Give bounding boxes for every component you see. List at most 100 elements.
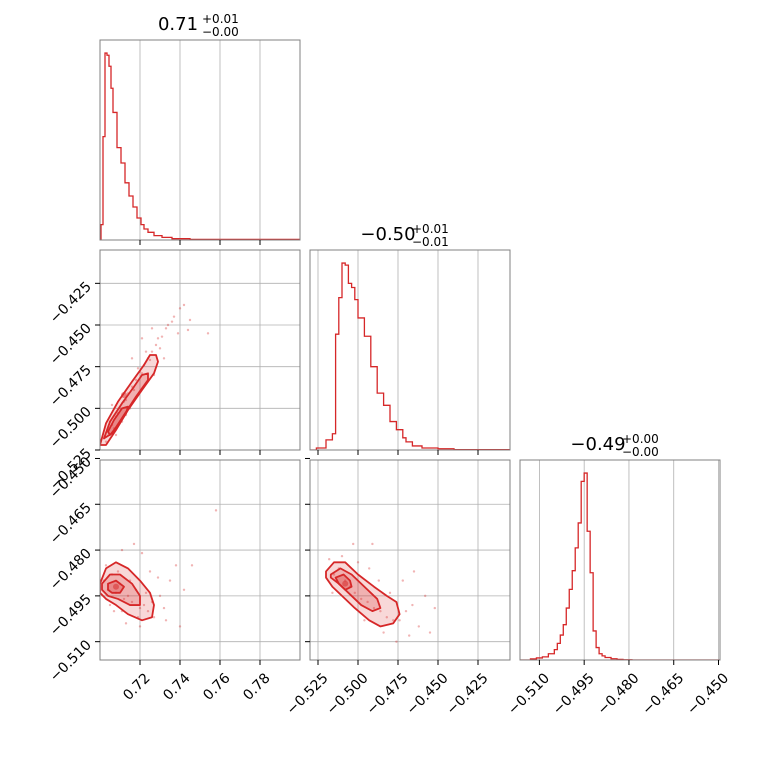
scatter-point xyxy=(126,594,130,598)
scatter-point xyxy=(356,561,360,564)
scatter-point xyxy=(172,315,176,318)
scatter-point xyxy=(366,600,369,604)
scatter-point xyxy=(166,323,170,327)
scatter-point xyxy=(146,609,150,613)
scatter-point xyxy=(214,509,218,512)
y-tick-label: −0.425 xyxy=(47,279,95,327)
y-tick-label: −0.475 xyxy=(47,362,95,410)
hist-2-histogram-line xyxy=(520,472,720,660)
x-tick-label: −0.510 xyxy=(505,670,553,718)
y-tick-label: −0.450 xyxy=(47,321,95,369)
scatter-point xyxy=(411,603,414,607)
y-tick-label: −0.500 xyxy=(47,404,95,452)
x-tick-label: −0.450 xyxy=(404,670,452,718)
hist-0-title-minus: −0.00 xyxy=(202,25,239,39)
scatter-point xyxy=(122,597,126,601)
y-tick-label: −0.465 xyxy=(47,500,95,548)
x-tick-label: 0.78 xyxy=(240,670,273,703)
scatter-point xyxy=(371,542,374,546)
scatter-point xyxy=(120,548,124,552)
hist-2-title-value: −0.49 xyxy=(570,434,625,455)
hist-1-title-minus: −0.01 xyxy=(412,235,449,249)
y-tick-label: −0.495 xyxy=(47,591,95,639)
scatter-point xyxy=(178,307,182,310)
hist-0-title-value: 0.71 xyxy=(158,14,198,35)
x-tick-label: −0.465 xyxy=(639,670,687,718)
scatter-point xyxy=(340,554,344,558)
hist-0-frame xyxy=(99,39,301,241)
scatter-point xyxy=(408,634,411,637)
contour-level-3 xyxy=(107,405,129,436)
scatter-point xyxy=(162,606,166,610)
scatter-point xyxy=(424,594,427,598)
contour-level-1 xyxy=(100,561,155,622)
scatter-point xyxy=(164,619,168,622)
scatter-point xyxy=(388,591,392,595)
density-peak xyxy=(113,583,119,590)
x-tick-label: −0.450 xyxy=(684,670,732,718)
hist-1-title-plus: +0.01 xyxy=(412,222,449,236)
x-tick-label: −0.495 xyxy=(550,670,598,718)
scatter-point xyxy=(158,347,162,350)
scatter-point xyxy=(108,603,112,607)
scatter-point xyxy=(134,378,138,382)
hist-2-frame xyxy=(519,459,721,661)
contour-level-3 xyxy=(107,579,125,594)
scatter-point xyxy=(140,337,144,340)
scatter-point xyxy=(154,343,158,347)
scatter-point xyxy=(132,388,136,392)
scatter-point xyxy=(379,609,382,613)
scatter-point xyxy=(164,327,168,330)
scatter-point xyxy=(138,606,142,610)
scatter-point xyxy=(331,591,334,595)
scatter-2-0-panel: 0.72 0.74 0.76 0.78−0.450−0.465−0.480−0.495… xyxy=(47,454,301,704)
scatter-point xyxy=(124,622,128,625)
scatter-point xyxy=(104,564,108,567)
y-tick-label: −0.510 xyxy=(47,637,95,685)
scatter-point xyxy=(150,327,154,330)
scatter-point xyxy=(144,591,148,595)
contour-level-1 xyxy=(325,561,401,628)
scatter-point xyxy=(114,433,118,437)
scatter-point xyxy=(392,619,395,622)
scatter-point xyxy=(170,320,174,323)
scatter-2-0-plot-area xyxy=(100,460,300,660)
x-tick-label: 0.74 xyxy=(160,670,193,703)
scatter-point xyxy=(206,332,210,335)
scatter-point xyxy=(144,350,148,353)
x-tick-label: −0.480 xyxy=(595,670,643,718)
scatter-point xyxy=(417,625,420,628)
scatter-point xyxy=(132,542,136,546)
scatter-point xyxy=(352,542,355,546)
scatter-point xyxy=(112,609,116,613)
scatter-point xyxy=(395,640,398,643)
scatter-point xyxy=(110,403,114,407)
scatter-point xyxy=(360,597,363,601)
scatter-point xyxy=(142,603,146,607)
scatter-2-1-plot-area xyxy=(310,460,510,660)
hist-1-title-value: −0.50 xyxy=(360,224,415,245)
scatter-point xyxy=(363,619,366,622)
scatter-point xyxy=(148,570,152,573)
hist-2-title-minus: −0.00 xyxy=(622,445,659,459)
scatter-point xyxy=(182,588,186,591)
scatter-point xyxy=(156,337,160,340)
scatter-point xyxy=(174,564,178,567)
scatter-point xyxy=(433,606,436,610)
scatter-point xyxy=(130,357,134,360)
hist-0-title-plus: +0.01 xyxy=(202,12,239,26)
hist-0-panel: 0.71 +0.01−0.00 xyxy=(99,12,301,245)
hist-1-plot-area xyxy=(310,250,510,450)
scatter-point xyxy=(398,619,401,622)
scatter-point xyxy=(182,303,186,307)
scatter-point xyxy=(160,335,164,338)
x-tick-label: −0.525 xyxy=(284,670,332,718)
scatter-point xyxy=(140,551,144,555)
scatter-point xyxy=(377,579,380,582)
scatter-point xyxy=(152,616,156,619)
scatter-point xyxy=(104,440,108,443)
x-tick-label: −0.425 xyxy=(444,670,492,718)
scatter-point xyxy=(176,332,180,335)
scatter-point xyxy=(190,564,194,567)
